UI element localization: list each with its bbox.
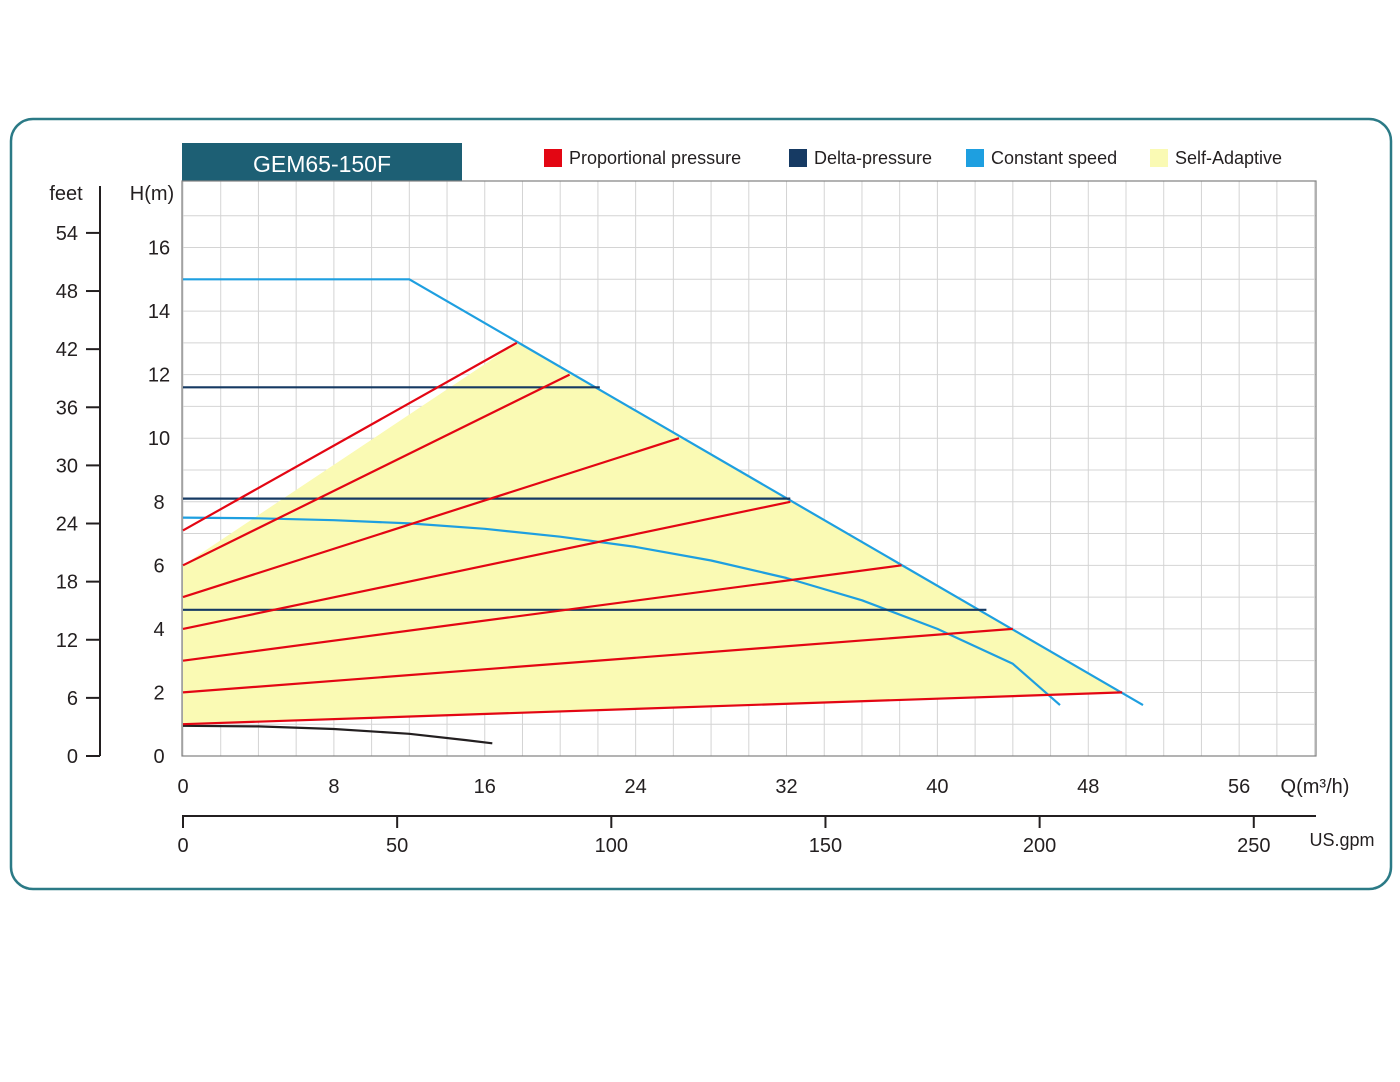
proportional-pressure-curve xyxy=(182,437,680,599)
gpm-axis: 0 50 100 150 200 250 xyxy=(177,815,1316,857)
h-tick-label: 0 xyxy=(153,746,164,768)
legend-item: Constant speed xyxy=(966,148,1117,168)
legend-label: Delta-pressure xyxy=(814,148,932,168)
legend-item: Delta-pressure xyxy=(789,148,932,168)
gpm-tick-label: 100 xyxy=(595,835,628,857)
feet-tick-label: 6 xyxy=(67,688,78,710)
feet-tick-label: 42 xyxy=(56,339,78,361)
h-tick-label: 12 xyxy=(148,365,170,387)
q-tick-label: 24 xyxy=(625,776,647,798)
plot-border xyxy=(181,180,1317,757)
feet-axis-label: feet xyxy=(49,183,83,205)
legend-swatch xyxy=(789,149,807,167)
proportional-pressure-curve xyxy=(182,341,518,532)
legend-item: Proportional pressure xyxy=(544,148,741,168)
curves xyxy=(182,278,1144,745)
h-axis-label: H(m) xyxy=(130,183,174,205)
h-tick-label: 2 xyxy=(153,682,164,704)
gpm-tick-label: 200 xyxy=(1023,835,1056,857)
gpm-tick-label: 50 xyxy=(386,835,408,857)
h-tick-label: 10 xyxy=(148,428,170,450)
legend-swatch xyxy=(966,149,984,167)
feet-tick-label: 0 xyxy=(67,746,78,768)
q-tick-label: 56 xyxy=(1228,776,1250,798)
feet-tick-label: 36 xyxy=(56,397,78,419)
h-tick-label: 4 xyxy=(153,619,164,641)
h-axis: 0 2 4 6 8 10 12 14 16 xyxy=(148,238,170,769)
q-tick-label: 16 xyxy=(474,776,496,798)
constant-speed-curve xyxy=(182,516,1061,706)
legend-label: Self-Adaptive xyxy=(1175,148,1282,168)
constant-speed-curve xyxy=(183,278,1144,707)
legend-swatch xyxy=(1150,149,1168,167)
self-adaptive-curve xyxy=(182,724,493,745)
chart-title: GEM65-150F xyxy=(253,151,391,177)
gpm-tick-label: 250 xyxy=(1237,835,1270,857)
q-axis-label: Q(m³/h) xyxy=(1281,776,1350,798)
h-tick-label: 14 xyxy=(148,301,170,323)
legend: Proportional pressure Delta-pressure Const… xyxy=(544,148,1282,168)
q-tick-label: 40 xyxy=(926,776,948,798)
gpm-tick-label: 150 xyxy=(809,835,842,857)
proportional-pressure-curve xyxy=(182,691,1123,726)
proportional-pressure-curve xyxy=(182,373,571,567)
legend-swatch xyxy=(544,149,562,167)
gpm-axis-label: US.gpm xyxy=(1309,830,1374,850)
proportional-pressure-curve xyxy=(182,564,902,662)
q-tick-label: 32 xyxy=(775,776,797,798)
feet-tick-label: 54 xyxy=(56,223,78,245)
title-tab: GEM65-150F xyxy=(182,143,462,181)
h-tick-label: 8 xyxy=(153,492,164,514)
q-axis: 0 8 16 24 32 40 48 56 xyxy=(177,776,1250,798)
proportional-pressure-curve xyxy=(182,627,1013,694)
q-tick-label: 0 xyxy=(177,776,188,798)
title-tab-background xyxy=(182,143,462,181)
h-tick-label: 16 xyxy=(148,238,170,260)
feet-tick-label: 48 xyxy=(56,281,78,303)
legend-label: Proportional pressure xyxy=(569,148,741,168)
feet-tick-label: 30 xyxy=(56,455,78,477)
feet-tick-label: 12 xyxy=(56,630,78,652)
feet-tick-label: 18 xyxy=(56,572,78,594)
feet-tick-label: 24 xyxy=(56,514,78,536)
legend-item: Self-Adaptive xyxy=(1150,148,1282,168)
legend-label: Constant speed xyxy=(991,148,1117,168)
feet-axis: 0 6 12 18 24 30 36 42 48 54 xyxy=(56,186,101,768)
q-tick-label: 8 xyxy=(328,776,339,798)
q-tick-label: 48 xyxy=(1077,776,1099,798)
h-tick-label: 6 xyxy=(153,555,164,577)
proportional-pressure-curve xyxy=(182,500,791,630)
gpm-tick-label: 0 xyxy=(177,835,188,857)
